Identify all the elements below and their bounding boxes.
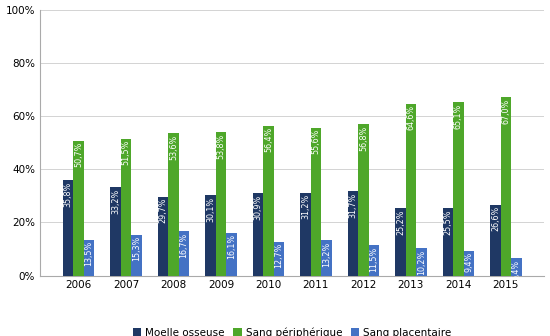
Text: 11,5%: 11,5% xyxy=(370,246,378,271)
Bar xyxy=(490,205,500,276)
Bar xyxy=(321,241,332,276)
Text: 31,7%: 31,7% xyxy=(349,193,358,218)
Text: 55,6%: 55,6% xyxy=(311,129,321,154)
Bar xyxy=(226,233,236,276)
Bar xyxy=(406,104,416,276)
Bar xyxy=(464,251,474,276)
Text: 30,9%: 30,9% xyxy=(254,195,262,220)
Bar xyxy=(63,180,73,276)
Text: 12,7%: 12,7% xyxy=(274,243,283,268)
Bar xyxy=(453,102,464,276)
Text: 35,8%: 35,8% xyxy=(64,182,73,207)
Bar xyxy=(511,258,521,276)
Bar xyxy=(311,128,321,276)
Text: 31,2%: 31,2% xyxy=(301,194,310,219)
Bar xyxy=(500,97,511,276)
Bar xyxy=(73,141,84,276)
Bar xyxy=(216,132,226,276)
Text: 10,2%: 10,2% xyxy=(417,250,426,275)
Bar xyxy=(121,138,131,276)
Bar xyxy=(205,196,216,276)
Text: 16,7%: 16,7% xyxy=(179,233,189,258)
Bar xyxy=(253,193,263,276)
Bar xyxy=(179,231,189,276)
Text: 25,2%: 25,2% xyxy=(396,210,405,235)
Bar xyxy=(158,197,168,276)
Bar xyxy=(168,133,179,276)
Bar xyxy=(300,193,311,276)
Bar xyxy=(131,235,142,276)
Bar xyxy=(84,240,94,276)
Bar xyxy=(395,209,406,276)
Text: 13,2%: 13,2% xyxy=(322,242,331,267)
Text: 30,1%: 30,1% xyxy=(206,197,215,222)
Text: 56,4%: 56,4% xyxy=(264,127,273,152)
Bar xyxy=(263,126,274,276)
Text: 29,7%: 29,7% xyxy=(158,198,168,223)
Text: 26,6%: 26,6% xyxy=(491,206,500,232)
Bar xyxy=(274,242,284,276)
Text: 15,3%: 15,3% xyxy=(132,236,141,261)
Text: 25,5%: 25,5% xyxy=(443,209,453,235)
Legend: Moelle osseuse, Sang périphérique, Sang placentaire: Moelle osseuse, Sang périphérique, Sang … xyxy=(129,323,455,336)
Text: 50,7%: 50,7% xyxy=(74,142,83,167)
Text: 13,5%: 13,5% xyxy=(85,241,94,266)
Text: 51,5%: 51,5% xyxy=(122,140,130,165)
Bar xyxy=(358,124,368,276)
Text: 65,1%: 65,1% xyxy=(454,104,463,129)
Text: 9,4%: 9,4% xyxy=(464,252,474,272)
Text: 16,1%: 16,1% xyxy=(227,234,236,259)
Bar xyxy=(368,245,379,276)
Bar xyxy=(443,208,453,276)
Bar xyxy=(348,191,358,276)
Text: 56,8%: 56,8% xyxy=(359,126,368,151)
Text: 67,0%: 67,0% xyxy=(502,99,510,124)
Bar xyxy=(416,248,427,276)
Text: 64,6%: 64,6% xyxy=(406,105,415,130)
Text: 53,8%: 53,8% xyxy=(217,134,226,159)
Text: 33,2%: 33,2% xyxy=(111,188,120,214)
Text: 53,6%: 53,6% xyxy=(169,134,178,160)
Bar xyxy=(111,187,121,276)
Text: 6,4%: 6,4% xyxy=(512,260,521,280)
